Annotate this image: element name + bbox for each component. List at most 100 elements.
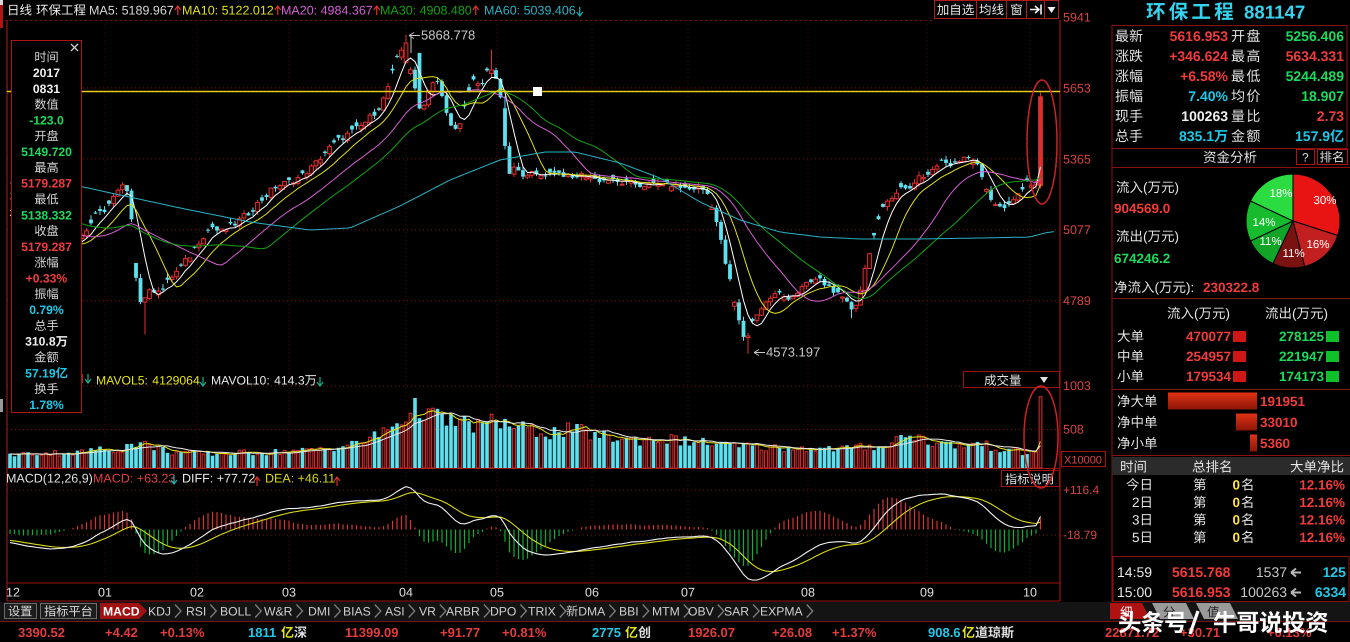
svg-text:191951: 191951 [1260, 394, 1306, 409]
svg-text:MA60:: MA60: [484, 4, 520, 18]
svg-text:BOLL: BOLL [220, 605, 251, 619]
svg-text:+346.624: +346.624 [1169, 48, 1228, 64]
svg-text:1.78%: 1.78% [29, 398, 64, 412]
svg-text:5149.720: 5149.720 [21, 145, 72, 159]
svg-text:ARBR: ARBR [446, 605, 480, 619]
svg-text:12.16%: 12.16% [1299, 513, 1345, 528]
svg-text:MA5:: MA5: [89, 4, 118, 18]
svg-text:4908.480: 4908.480 [420, 4, 472, 18]
svg-text:06: 06 [585, 586, 599, 600]
svg-text:0: 0 [1233, 478, 1241, 493]
svg-text:): ) [1175, 229, 1180, 244]
svg-text:05: 05 [490, 586, 504, 600]
svg-text:470077: 470077 [1186, 329, 1231, 344]
svg-text:508: 508 [1063, 423, 1084, 437]
svg-text:MA20:: MA20: [281, 4, 317, 18]
svg-text:+77.72: +77.72 [217, 472, 256, 486]
svg-text:(: ( [1155, 280, 1160, 295]
svg-text:+26.08: +26.08 [772, 625, 812, 640]
svg-text:KDJ: KDJ [148, 605, 171, 619]
svg-text:2017: 2017 [33, 66, 60, 80]
svg-text:157.9: 157.9 [1295, 128, 1330, 144]
svg-text:MACD(12,26,9): MACD(12,26,9) [6, 472, 93, 486]
svg-text:): ) [1226, 306, 1231, 321]
svg-text:(: ( [1292, 306, 1297, 321]
svg-text:+30.71: +30.71 [1180, 625, 1220, 640]
svg-text:2.73: 2.73 [1317, 108, 1344, 124]
svg-text:230322.8: 230322.8 [1203, 280, 1260, 295]
svg-text:5868.778: 5868.778 [421, 28, 475, 43]
svg-text:14:59: 14:59 [1117, 564, 1152, 580]
svg-text:6334: 6334 [1315, 584, 1346, 600]
svg-text:): ) [1324, 306, 1329, 321]
svg-text:4573.197: 4573.197 [766, 345, 820, 360]
svg-text:3390.52: 3390.52 [18, 625, 65, 640]
svg-text:+116.4: +116.4 [1063, 483, 1099, 497]
svg-text:W&R: W&R [264, 605, 293, 619]
svg-text:01: 01 [98, 586, 112, 600]
svg-text:125: 125 [1323, 564, 1347, 580]
svg-text:33010: 33010 [1260, 415, 1298, 430]
svg-text:674246.2: 674246.2 [1114, 251, 1170, 266]
svg-text:07: 07 [681, 586, 695, 600]
svg-text:254957: 254957 [1186, 349, 1231, 364]
svg-text:5365: 5365 [1063, 152, 1091, 166]
svg-text:12: 12 [6, 586, 20, 600]
svg-text:5941: 5941 [1063, 11, 1091, 25]
svg-text:(: ( [1143, 180, 1148, 195]
svg-text:+1.37%: +1.37% [832, 625, 877, 640]
svg-text:5653: 5653 [1063, 81, 1091, 95]
svg-text:11%: 11% [1283, 248, 1305, 260]
svg-text:EXPMA: EXPMA [760, 605, 804, 619]
svg-text:X10000: X10000 [1064, 455, 1102, 467]
svg-text:221947: 221947 [1279, 349, 1324, 364]
svg-text:DIFF:: DIFF: [182, 472, 213, 486]
svg-text:5616.953: 5616.953 [1170, 28, 1229, 44]
svg-text:904569.0: 904569.0 [1114, 201, 1170, 216]
svg-text:+4.42: +4.42 [105, 625, 138, 640]
svg-text:DEA:: DEA: [265, 472, 294, 486]
svg-text:DMA: DMA [578, 605, 606, 619]
svg-text:908.6: 908.6 [928, 625, 961, 640]
svg-text:0: 0 [1233, 513, 1241, 528]
svg-text:5138.332: 5138.332 [21, 208, 72, 222]
svg-text:1003: 1003 [1063, 379, 1091, 393]
svg-text:100263: 100263 [1240, 584, 1287, 600]
svg-text:DPO: DPO [490, 605, 516, 619]
svg-text:5179.287: 5179.287 [21, 177, 72, 191]
svg-text:5256.406: 5256.406 [1286, 28, 1345, 44]
svg-text:0: 0 [1233, 495, 1241, 510]
svg-text:+0.81%: +0.81% [502, 625, 547, 640]
svg-text:): ) [1175, 180, 1180, 195]
svg-text:03: 03 [282, 586, 296, 600]
svg-text:-123.0: -123.0 [29, 114, 64, 128]
svg-text:08: 08 [801, 586, 815, 600]
svg-text:310.8: 310.8 [25, 335, 56, 349]
svg-text:5244.489: 5244.489 [1286, 68, 1345, 84]
svg-text:VR: VR [419, 605, 436, 619]
svg-text:MACD: MACD [103, 605, 140, 619]
svg-text:12.16%: 12.16% [1299, 478, 1345, 493]
svg-text:174173: 174173 [1279, 369, 1325, 384]
svg-text:DMI: DMI [308, 605, 330, 619]
svg-text:11399.09: 11399.09 [345, 625, 399, 640]
svg-text:OBV: OBV [688, 605, 715, 619]
svg-text:5: 5 [1132, 530, 1140, 545]
svg-text:4129064: 4129064 [152, 374, 200, 388]
svg-text:5615.768: 5615.768 [1172, 564, 1231, 580]
svg-text:7.40%: 7.40% [1188, 88, 1228, 104]
svg-text:02: 02 [190, 586, 204, 600]
svg-text:+0.13%: +0.13% [160, 625, 205, 640]
svg-text:4789: 4789 [1063, 294, 1091, 308]
svg-text:+0.33%: +0.33% [26, 272, 68, 286]
svg-text:MA10:: MA10: [182, 4, 218, 18]
svg-text:5360: 5360 [1260, 436, 1290, 451]
svg-text:2: 2 [1132, 495, 1140, 510]
svg-text:+46.11: +46.11 [298, 472, 336, 486]
svg-text:+63.23: +63.23 [137, 472, 176, 486]
svg-text:414.3: 414.3 [274, 374, 305, 388]
svg-text:-18.79: -18.79 [1063, 528, 1097, 542]
svg-text:0: 0 [1233, 530, 1241, 545]
svg-text:04: 04 [399, 586, 413, 600]
svg-text:BBI: BBI [619, 605, 639, 619]
